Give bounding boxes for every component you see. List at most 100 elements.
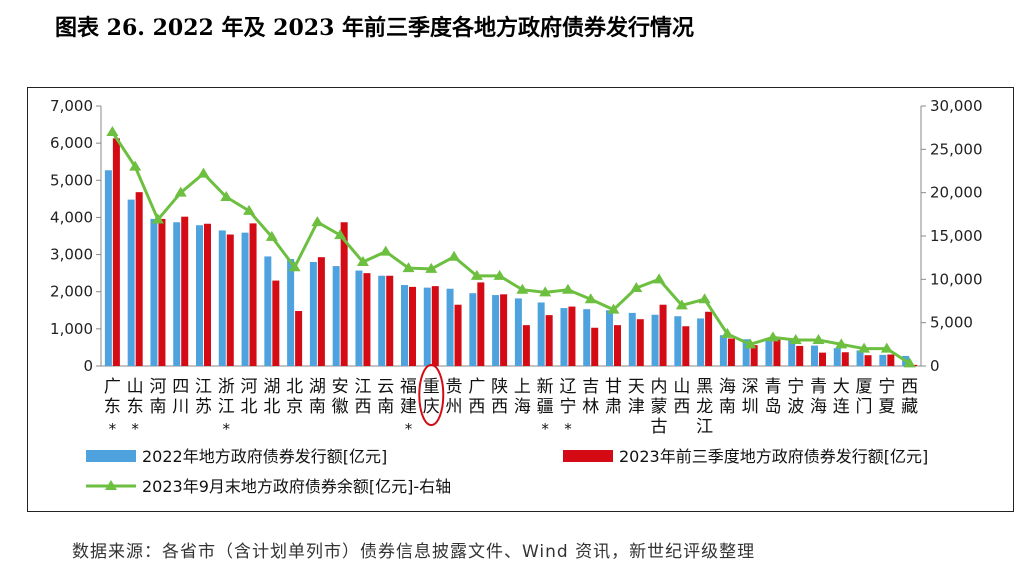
right-tick-label: 30,000	[930, 97, 983, 115]
category-label-char: 江	[195, 377, 212, 397]
chart-svg: 0 1,000 2,000 3,000 4,000 5,000 6,000 7,000 0 5,0…	[50, 97, 983, 496]
category-label-char: 海	[719, 377, 736, 397]
bar-2023q3	[522, 325, 530, 366]
category-label-char: 连	[833, 397, 850, 417]
category-label-char: 辽	[559, 377, 576, 397]
right-tick-label: 25,000	[930, 140, 983, 158]
category-label-char: 吉	[582, 377, 599, 397]
balance-point	[334, 229, 347, 240]
category-label-char: 陕	[491, 377, 508, 397]
bar-2023q3	[727, 338, 735, 366]
balance-point	[356, 256, 369, 266]
bar-2022	[742, 339, 750, 366]
balance-point	[744, 338, 757, 349]
legend-label-2023q3: 2023年前三季度地方政府债券发行额[亿元]	[619, 447, 928, 466]
bar-2023q3	[386, 275, 394, 366]
balance-point	[106, 126, 119, 136]
category-label-char: 河	[241, 377, 258, 397]
balance-point	[425, 262, 438, 273]
category-label-char: 藏	[901, 397, 918, 417]
bar-2022	[514, 298, 522, 366]
left-tick-label: 4,000	[50, 208, 93, 226]
category-label-char: 上	[514, 377, 531, 397]
category-star: *	[131, 420, 139, 438]
category-label-char: 川	[172, 397, 189, 417]
category-label-char: 深	[742, 377, 759, 397]
balance-point	[311, 216, 324, 227]
balance-point	[789, 334, 802, 344]
bar-2022	[560, 308, 568, 366]
bar-2023q3	[204, 223, 211, 366]
legend-label-2022: 2022年地方政府债券发行额[亿元]	[142, 447, 387, 466]
bar-2022	[104, 170, 112, 366]
right-tick-label: 20,000	[930, 184, 983, 202]
bar-2023q3	[431, 286, 439, 366]
bar-2023q3	[568, 306, 576, 366]
category-label-char: 北	[241, 397, 258, 417]
balance-point	[653, 273, 666, 284]
category-label-char: 建	[400, 397, 417, 417]
bar-2023q3	[249, 223, 257, 366]
category-label-char: 南	[309, 397, 326, 417]
bar-2023q3	[500, 294, 508, 366]
balance-point	[243, 204, 256, 215]
bar-2022	[856, 350, 864, 366]
category-star: *	[405, 420, 413, 438]
category-label-char: 安	[332, 377, 349, 397]
left-tick-label: 0	[83, 357, 93, 375]
balance-point	[812, 334, 825, 344]
bar-2022	[401, 285, 408, 366]
legend-marker-balance	[105, 480, 117, 490]
category-label-char: 青	[810, 377, 827, 397]
category-label-char: 宁	[878, 377, 895, 397]
bar-2023q3	[750, 345, 758, 366]
category-label-char: 内	[651, 377, 668, 397]
bar-2022	[833, 348, 841, 366]
bar-2022	[674, 316, 682, 366]
balance-point	[448, 250, 461, 261]
left-tick-label: 2,000	[50, 283, 93, 301]
balance-point	[129, 160, 142, 171]
category-star: *	[109, 420, 117, 438]
category-label-char: 肃	[605, 397, 622, 417]
balance-point	[402, 262, 415, 273]
category-star: *	[541, 420, 549, 438]
category-label-char: 山	[673, 377, 690, 397]
balance-point	[630, 282, 643, 292]
highlight-ellipse	[418, 364, 445, 426]
category-label-char: 林	[582, 397, 599, 417]
bar-2022	[287, 259, 295, 366]
bar-2023q3	[773, 339, 781, 366]
category-label-char: 京	[286, 397, 303, 417]
category-label-char: 江	[354, 377, 371, 397]
bar-2022	[628, 312, 636, 366]
category-label-char: 天	[628, 377, 645, 397]
bar-2023q3	[887, 354, 895, 366]
balance-point	[698, 293, 711, 304]
category-label-char: 重	[423, 377, 440, 397]
left-tick-label: 6,000	[50, 134, 93, 152]
category-label-char: 北	[263, 397, 280, 417]
balance-point	[766, 331, 779, 342]
bar-2023q3	[477, 282, 485, 366]
bar-2023q3	[454, 304, 462, 366]
bar-2022	[537, 302, 545, 366]
bar-2022	[150, 218, 158, 366]
category-label-char: 云	[377, 377, 394, 397]
bar-2022	[309, 262, 317, 366]
category-label-char: 州	[446, 397, 463, 417]
balance-point	[903, 357, 916, 368]
category-label-char: 新	[537, 377, 554, 397]
category-label-char: 疆	[537, 397, 554, 417]
bar-2023q3	[705, 311, 713, 366]
bar-2023q3	[317, 257, 325, 366]
bar-2022	[264, 256, 272, 366]
bar-2022	[423, 287, 431, 366]
category-star: *	[223, 420, 231, 438]
category-label-char: 蒙	[651, 397, 668, 417]
bar-2022	[879, 354, 887, 366]
category-label-char: 福	[400, 377, 417, 397]
bar-2023q3	[363, 273, 371, 366]
bar-2022	[173, 222, 181, 366]
left-tick-label: 7,000	[50, 97, 93, 115]
